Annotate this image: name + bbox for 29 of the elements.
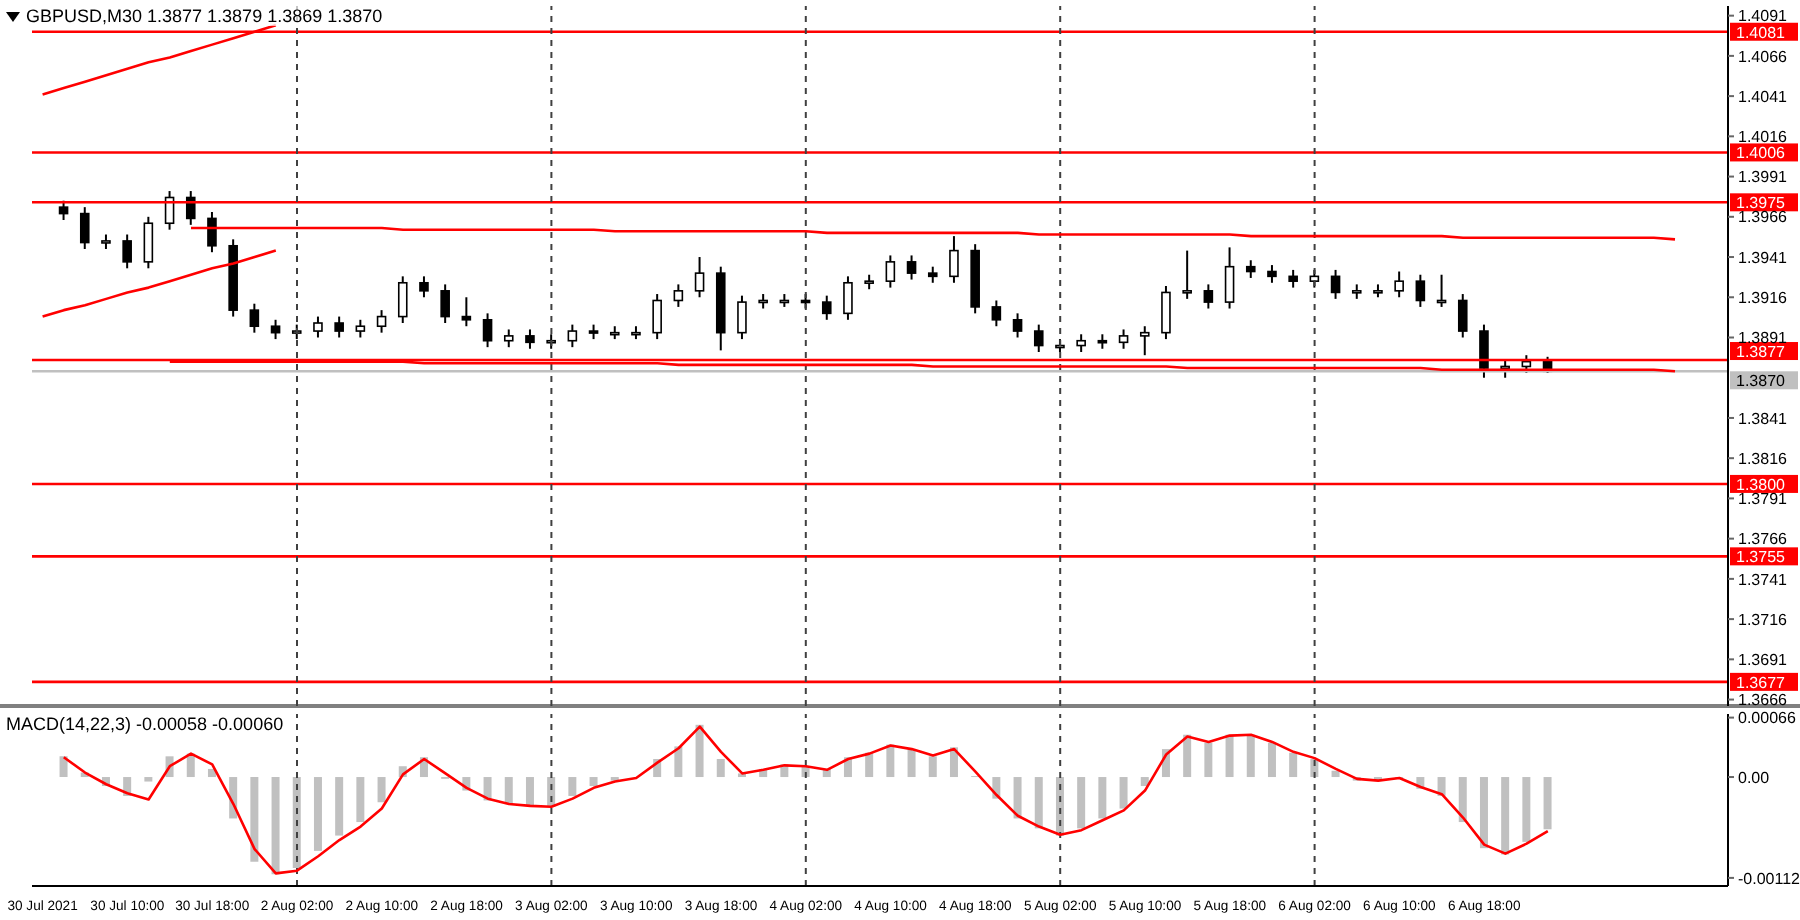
ref-line-label: 1.4081 — [1736, 23, 1787, 42]
y-tick-label: 1.3791 — [1738, 490, 1789, 509]
y-tick-label: -0.00112 — [1738, 869, 1800, 888]
y-tick-label: 0.00066 — [1738, 709, 1797, 728]
y-tick-label: 1.4016 — [1738, 128, 1789, 147]
ref-line-label: 1.3755 — [1736, 548, 1787, 567]
y-tick-label: 1.3991 — [1738, 168, 1789, 187]
chart-title: MACD(14,22,3) -0.00058 -0.00060 — [6, 714, 284, 734]
y-tick-label: 1.3941 — [1738, 248, 1789, 267]
ref-line-label: 1.3870 — [1736, 372, 1787, 391]
ref-line-label: 1.3975 — [1736, 194, 1787, 213]
y-tick-label: 1.4041 — [1738, 87, 1789, 106]
y-tick-label: 1.3741 — [1738, 570, 1789, 589]
y-tick-label: 1.3841 — [1738, 409, 1789, 428]
y-tick-label: 1.3766 — [1738, 530, 1789, 549]
y-tick-label: 1.3666 — [1738, 691, 1789, 710]
ref-line-label: 1.3877 — [1736, 343, 1787, 362]
ref-line-label: 1.3677 — [1736, 673, 1787, 692]
y-tick-label: 1.4066 — [1738, 47, 1789, 66]
y-tick-label: 1.3716 — [1738, 610, 1789, 629]
y-tick-label: 1.3691 — [1738, 651, 1789, 670]
y-tick-label: 1.4091 — [1738, 7, 1789, 26]
ref-line-label: 1.3800 — [1736, 475, 1787, 494]
y-tick-label: 1.3966 — [1738, 208, 1789, 227]
ref-line-label: 1.4006 — [1736, 144, 1787, 163]
y-tick-label: 1.3916 — [1738, 288, 1789, 307]
y-tick-label: 0.00 — [1738, 768, 1771, 787]
y-tick-label: 1.3816 — [1738, 449, 1789, 468]
chart-title: GBPUSD,M30 1.3877 1.3879 1.3869 1.3870 — [26, 6, 383, 26]
